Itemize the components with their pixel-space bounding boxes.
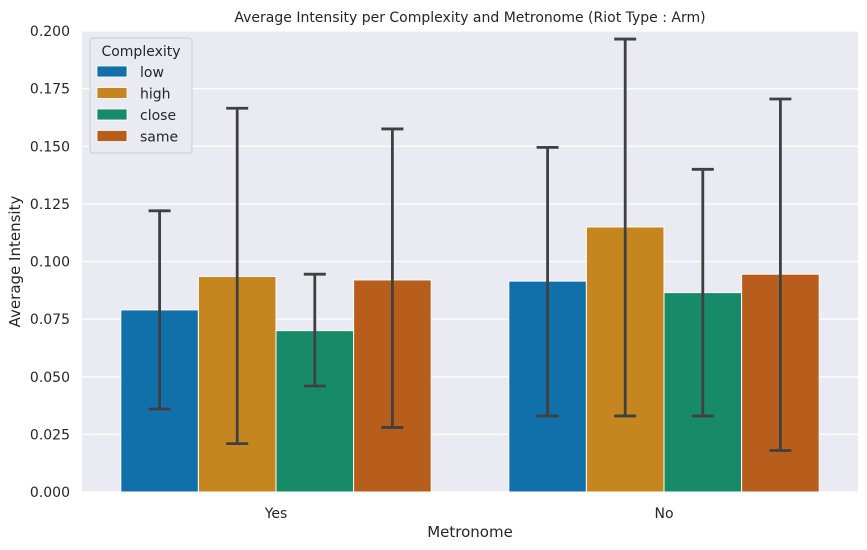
legend-swatch-high	[96, 87, 128, 99]
legend-label-close: close	[140, 108, 176, 124]
x-axis-label: Metronome	[427, 523, 513, 541]
y-ticks: 0.000 0.025 0.050 0.075 0.100 0.125 0.150 0.175…	[30, 24, 70, 501]
y-tick-label: 0.175	[30, 82, 70, 98]
y-tick-label: 0.000	[30, 485, 70, 501]
legend-label-low: low	[140, 65, 164, 81]
y-tick-label: 0.100	[30, 255, 70, 271]
legend-swatch-low	[96, 65, 128, 78]
legend: Complexity low high close same	[89, 37, 193, 154]
legend-label-high: high	[140, 87, 171, 103]
y-tick-label: 0.150	[30, 139, 70, 155]
legend-swatch-close	[96, 108, 128, 121]
y-tick-label: 0.200	[30, 24, 70, 40]
legend-items: low high close same	[96, 65, 178, 146]
legend-title: Complexity	[101, 44, 180, 60]
legend-label-same: same	[140, 130, 178, 146]
error-bars	[148, 37, 792, 452]
x-ticks: Yes No	[264, 506, 674, 522]
y-tick-label: 0.075	[30, 312, 70, 328]
y-tick-label: 0.050	[30, 370, 70, 386]
legend-swatch-same	[96, 130, 128, 142]
x-tick-label: Yes	[264, 506, 288, 522]
x-tick-label: No	[654, 506, 673, 522]
chart-title: Average Intensity per Complexity and Met…	[234, 10, 705, 26]
y-axis-label: Average Intensity	[6, 196, 24, 328]
y-tick-label: 0.025	[30, 427, 70, 443]
y-tick-label: 0.125	[30, 197, 70, 213]
